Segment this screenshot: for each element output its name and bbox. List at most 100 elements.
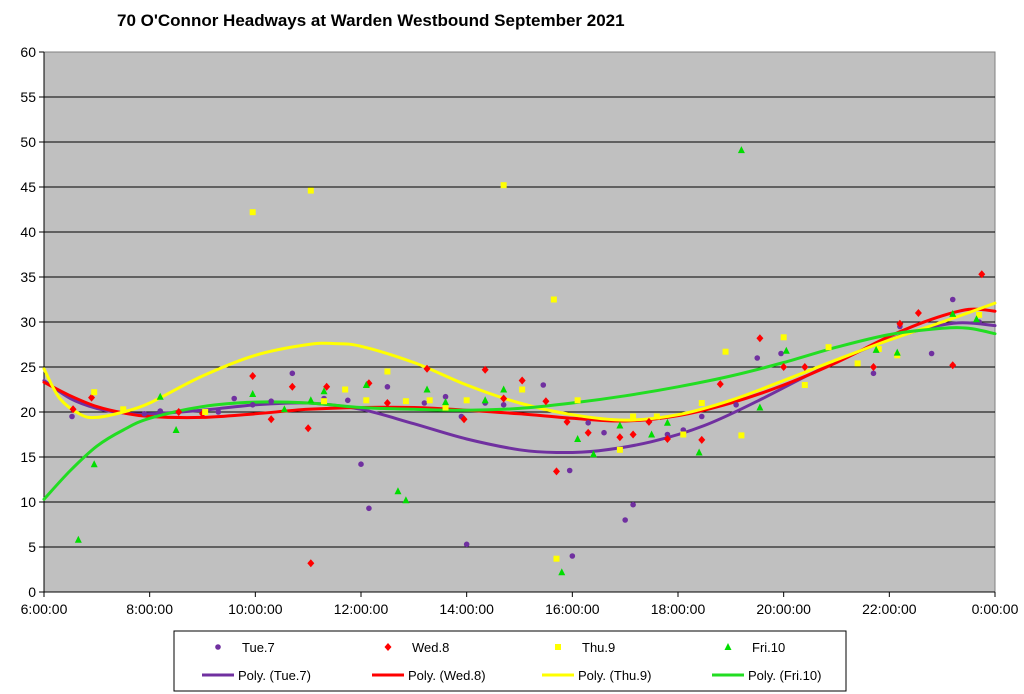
data-point (442, 393, 449, 400)
y-tick-label: 55 (20, 89, 36, 105)
data-point (896, 319, 904, 328)
data-point (481, 365, 489, 374)
data-point (645, 417, 653, 426)
data-points (69, 146, 986, 576)
data-point (288, 382, 296, 391)
data-point (518, 376, 526, 385)
x-tick-label: 6:00:00 (21, 601, 68, 617)
data-point (550, 296, 557, 303)
legend-label: Thu.9 (582, 640, 615, 655)
data-point (737, 146, 745, 154)
data-point (724, 643, 732, 650)
data-point (552, 467, 560, 476)
data-point (321, 398, 328, 405)
data-point (648, 430, 656, 438)
data-point (574, 397, 581, 404)
data-point (231, 395, 237, 402)
data-point (307, 187, 314, 194)
data-point (780, 363, 788, 371)
data-point (384, 368, 391, 375)
trendline (42, 326, 997, 501)
data-point (558, 568, 566, 576)
data-point (949, 309, 957, 317)
y-tick-label: 0 (28, 584, 36, 600)
x-tick-label: 18:00:00 (651, 601, 706, 617)
data-point (344, 397, 351, 404)
data-point (616, 446, 623, 453)
x-tick-label: 10:00:00 (228, 601, 283, 617)
data-point (553, 555, 560, 562)
data-point (120, 406, 127, 413)
data-point (555, 644, 561, 650)
data-point (74, 535, 82, 543)
data-point (249, 209, 256, 216)
data-point (542, 397, 550, 406)
data-point (423, 364, 431, 373)
data-point (421, 400, 428, 406)
data-point (698, 435, 706, 444)
legend-label: Tue.7 (242, 640, 275, 655)
y-tick-label: 60 (20, 44, 36, 60)
data-point (267, 415, 275, 424)
y-tick-label: 20 (20, 404, 36, 420)
x-axis: 6:00:00 8:00:00 10:00:00 12:00:00 14:00:00 16… (21, 591, 1019, 617)
data-point (733, 402, 739, 408)
data-point (540, 382, 547, 388)
data-point (584, 428, 592, 437)
y-tick-label: 25 (20, 359, 36, 375)
x-tick-label: 0:00:00 (972, 601, 1019, 617)
data-point (574, 435, 582, 442)
data-point (663, 435, 671, 443)
data-point (384, 643, 392, 651)
data-point (872, 345, 880, 353)
data-point (442, 404, 449, 411)
y-tick-label: 50 (20, 134, 36, 150)
data-point (680, 431, 687, 438)
data-point (69, 405, 77, 414)
data-point (362, 381, 370, 388)
data-point (320, 387, 328, 395)
data-point (91, 389, 98, 396)
data-point (463, 397, 470, 404)
legend-box (173, 630, 847, 692)
data-point (630, 501, 636, 508)
legend-label: Poly. (Thu.9) (578, 668, 651, 683)
data-point (289, 370, 296, 377)
data-point (616, 421, 624, 429)
data-point (202, 409, 209, 415)
data-point (141, 411, 148, 417)
data-point (782, 346, 790, 354)
data-point (215, 644, 221, 650)
y-axis: 0 5 10 15 20 25 30 35 40 45 50 55 60 (20, 44, 45, 600)
data-point (801, 363, 809, 371)
data-point (716, 380, 724, 389)
legend: Tue.7 Wed.8 Thu.9 Fri.10 Poly. (Tue.7) Poly. … (173, 630, 847, 692)
data-point (402, 496, 410, 504)
data-point (88, 393, 96, 402)
data-point (569, 553, 576, 559)
data-point (680, 427, 687, 433)
data-point (754, 355, 761, 361)
data-point (426, 397, 433, 404)
chart-title: 70 O'Connor Headways at Warden Westbound… (117, 11, 625, 30)
data-point (778, 350, 784, 357)
x-tick-label: 8:00:00 (126, 601, 173, 617)
data-point (870, 370, 877, 377)
data-point (698, 413, 705, 420)
data-point (500, 182, 507, 189)
data-point (69, 413, 75, 420)
data-point (566, 467, 573, 474)
data-point (949, 361, 957, 370)
data-point (280, 405, 288, 413)
data-point (157, 408, 164, 414)
data-point (585, 420, 591, 426)
data-point (801, 382, 808, 388)
data-point (463, 541, 470, 548)
data-point (268, 398, 274, 405)
legend-label: Poly. (Wed.8) (408, 668, 486, 683)
data-point (394, 487, 402, 495)
x-tick-label: 16:00:00 (545, 601, 600, 617)
data-point (976, 311, 983, 318)
data-point (249, 402, 256, 408)
data-point (366, 505, 372, 512)
